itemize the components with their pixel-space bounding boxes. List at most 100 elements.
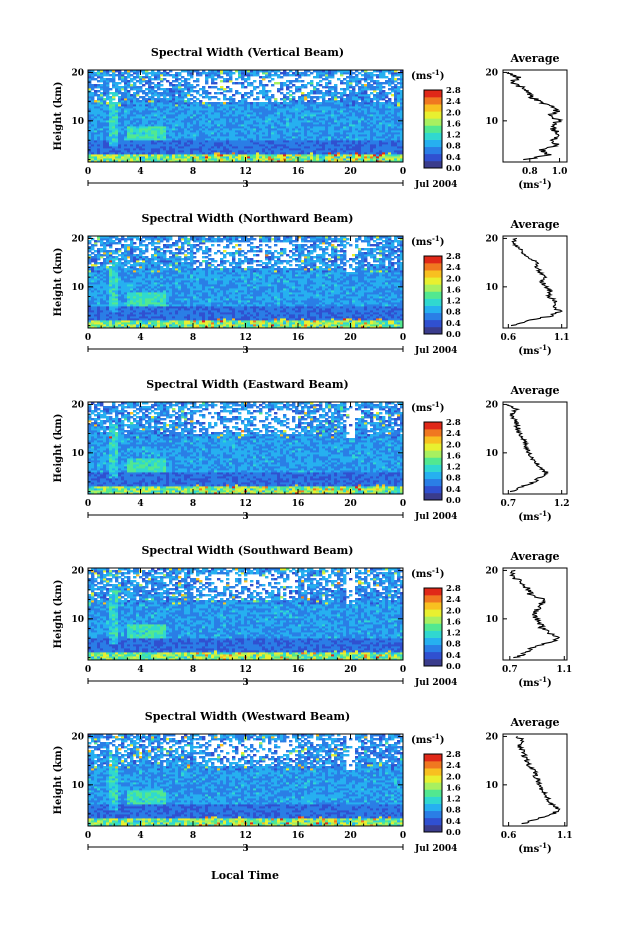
heatmap-cell: [310, 80, 313, 82]
heatmap-cell: [196, 90, 199, 92]
heatmap-cell: [301, 72, 304, 74]
heatmap-cell: [316, 82, 319, 84]
heatmap-cell: [115, 102, 118, 104]
heatmap-cell: [199, 72, 202, 74]
heatmap-cell: [289, 98, 292, 100]
heatmap-cell: [382, 86, 385, 88]
heatmap-cell: [370, 98, 373, 100]
heatmap-cell: [337, 78, 340, 80]
unit-close: ): [440, 71, 445, 82]
heatmap-cell: [118, 82, 121, 84]
colorbar-tick-label: 2.0: [446, 108, 461, 118]
heatmap-cell: [151, 82, 154, 84]
heatmap-cell: [322, 86, 325, 88]
colorbar-swatch: [424, 140, 442, 147]
heatmap-cell: [325, 82, 328, 84]
heatmap-cell: [325, 100, 328, 102]
heatmap-cell: [262, 102, 265, 104]
heatmap-cell: [157, 82, 160, 84]
heatmap-cell: [340, 88, 343, 90]
avg-x-label-base: (ms: [518, 180, 539, 191]
heatmap-cell: [163, 78, 166, 80]
heatmap-cell: [202, 96, 205, 98]
heatmap-cell: [142, 90, 145, 92]
heatmap-cell: [250, 90, 253, 92]
heatmap-cell: [199, 94, 202, 96]
heatmap-cell: [244, 98, 247, 100]
heatmap-cell: [91, 84, 94, 86]
heatmap-cell: [397, 82, 400, 84]
heatmap-cell: [313, 100, 316, 102]
heatmap-cell: [196, 84, 199, 86]
heatmap-cell: [148, 76, 151, 78]
avg-x-label: (ms-1): [518, 177, 551, 191]
heatmap-cell: [133, 82, 136, 84]
colorbar-tick-label: 0.0: [446, 164, 461, 174]
heatmap-cell: [103, 98, 106, 100]
heatmap-cell: [319, 80, 322, 82]
heatmap-cell: [310, 96, 313, 98]
heatmap-cell: [277, 88, 280, 90]
heatmap-cell: [139, 96, 142, 98]
heatmap-cell: [223, 94, 226, 96]
heatmap-cell: [112, 92, 115, 94]
heatmap-cell: [286, 92, 289, 94]
heatmap-cell: [328, 98, 331, 100]
heatmap-cell: [112, 102, 115, 104]
heatmap-cell: [310, 90, 313, 92]
heatmap-cell: [340, 92, 343, 94]
heatmap-cell: [214, 82, 217, 84]
heatmap-cell: [274, 82, 277, 84]
heatmap-cell: [172, 84, 175, 86]
colorbar-tick-label: 1.2: [446, 131, 461, 141]
heatmap-cell: [268, 90, 271, 92]
heatmap-cell: [289, 74, 292, 76]
heatmap-cell: [253, 98, 256, 100]
heatmap-cells: [88, 236, 403, 328]
heatmap-cell: [256, 102, 259, 104]
heatmap-cell: [229, 88, 232, 90]
date-label: Jul 2004: [414, 180, 457, 190]
heatmap-cell: [166, 98, 169, 100]
heatmap-cell: [349, 90, 352, 92]
heatmap-cell: [193, 96, 196, 98]
heatmap-cell: [358, 102, 361, 104]
heatmap-cell: [220, 76, 223, 78]
heatmap-cell: [208, 102, 211, 104]
heatmap-cell: [94, 78, 97, 80]
heatmap-cell: [337, 92, 340, 94]
heatmap-cell: [94, 90, 97, 92]
heatmap-cell: [181, 80, 184, 82]
heatmap-cell: [232, 98, 235, 100]
heatmap-cell: [382, 90, 385, 92]
heatmap-cell: [316, 102, 319, 104]
heatmap-cell: [208, 92, 211, 94]
heatmap-cell: [205, 72, 208, 74]
heatmap-cell: [304, 94, 307, 96]
heatmap-cell: [109, 92, 112, 94]
heatmap-cell: [226, 86, 229, 88]
heatmap-cell: [325, 90, 328, 92]
heatmap-cell: [232, 72, 235, 74]
heatmap-cell: [166, 88, 169, 90]
heatmap-cell: [271, 102, 274, 104]
avg-y-tick-label: 20: [485, 68, 498, 78]
heatmap-cell: [367, 82, 370, 84]
heatmap-cell: [172, 74, 175, 76]
heatmap-cell: [313, 76, 316, 78]
heatmap-cell: [196, 98, 199, 100]
heatmap-cell: [193, 80, 196, 82]
heatmap-cell: [139, 86, 142, 88]
heatmap-cell: [130, 74, 133, 76]
heatmap-cell: [340, 80, 343, 82]
heatmap-cell: [214, 102, 217, 104]
heatmap-cell: [97, 94, 100, 96]
heatmap-cell: [274, 98, 277, 100]
heatmap-cell: [304, 102, 307, 104]
heatmap-cell: [202, 86, 205, 88]
heatmap-cell: [238, 92, 241, 94]
heatmap-cell: [259, 102, 262, 104]
heatmap-cell: [217, 92, 220, 94]
heatmap-cell: [298, 96, 301, 98]
